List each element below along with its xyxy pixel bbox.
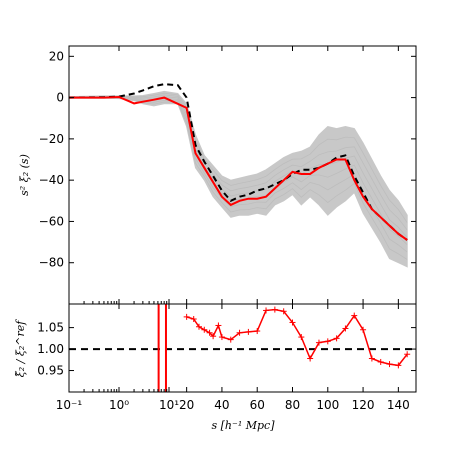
ratio-y-label: ξ̃₂ / ξ₂^ref (14, 319, 27, 378)
mock-line (69, 97, 408, 253)
x-tick-label: 140 (387, 398, 410, 412)
y-tick-label: 1.00 (37, 342, 64, 356)
ratio-panel: 1.05 1.00 0.95 10⁻¹ 10⁰ 10¹ 20 40 60 80 100 120 140… (14, 303, 417, 432)
x-tick-label: 10¹ (159, 398, 179, 412)
x-axis-label: s [h⁻¹ Mpc] (212, 419, 276, 432)
ratio-y-axis: 1.05 1.00 0.95 (37, 321, 416, 378)
mock-line (69, 94, 408, 231)
x-tick-label: 10⁰ (109, 398, 129, 412)
main-y-label: s² ξ₂ (s) (18, 154, 31, 196)
y-tick-label: −60 (39, 214, 64, 228)
reference-dashed-line (69, 83, 408, 241)
x-tick-label: 80 (285, 398, 300, 412)
x-tick-label: 100 (316, 398, 339, 412)
x-tick-label: 60 (250, 398, 265, 412)
x-tick-label: 40 (214, 398, 229, 412)
measurement-line (69, 95, 408, 241)
x-tick-label: 10⁻¹ (56, 398, 83, 412)
y-tick-label: 1.05 (37, 321, 64, 335)
mock-band (69, 90, 408, 268)
x-tick-label: 120 (352, 398, 375, 412)
x-tick-label: 20 (179, 398, 194, 412)
y-tick-label: −40 (39, 173, 64, 187)
y-tick-label: −80 (39, 256, 64, 270)
ratio-frame (68, 303, 417, 393)
y-tick-label: 20 (49, 49, 64, 63)
main-plot-area (69, 83, 408, 268)
ratio-plot-area (69, 304, 416, 392)
mock-line (69, 92, 408, 223)
y-tick-label: 0 (56, 91, 64, 105)
ratio-x-axis: 10⁻¹ 10⁰ 10¹ 20 40 60 80 100 120 140 (56, 304, 410, 412)
main-y-axis: 20 0 −20 −40 −60 −80 (39, 49, 416, 270)
main-x-ticks (68, 46, 399, 304)
y-tick-label: 0.95 (37, 364, 64, 378)
y-tick-label: −20 (39, 132, 64, 146)
mock-line (69, 97, 408, 260)
